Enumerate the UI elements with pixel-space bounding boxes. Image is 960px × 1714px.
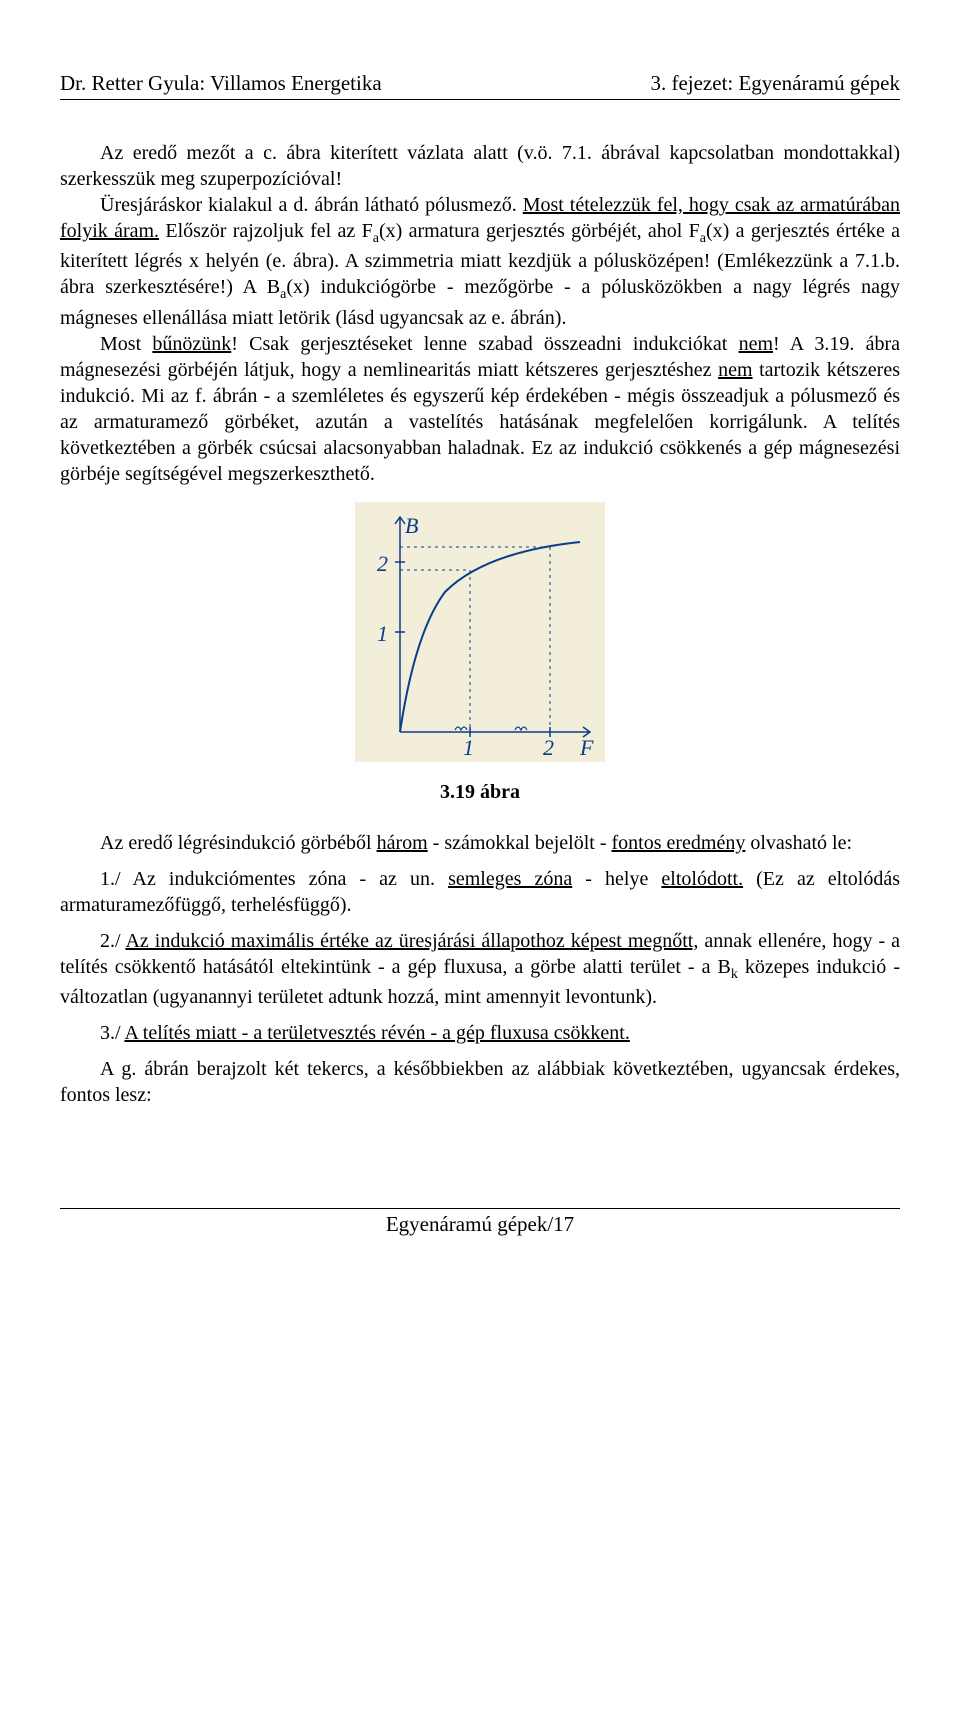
item2-sub: k [731,967,738,982]
item2-u1: Az indukció maximális értéke az üresjárá… [125,930,698,952]
p1-s3b: (x) armatura gerjesztés görbéjét, ahol F [379,220,700,242]
p2-c: olvasható le: [745,832,852,854]
p2-u2: fontos eredmény [612,832,746,854]
p1-s4a: Most [100,333,152,355]
chart-svg [355,502,605,762]
list-item-3: 3./ A telítés miatt - a területvesztés r… [60,1020,900,1046]
page-header: Dr. Retter Gyula: Villamos Energetika 3.… [60,70,900,100]
p2-b: - számokkal bejelölt - [428,832,612,854]
y-tick-2: 2 [377,550,388,579]
list-item-2: 2./ Az indukció maximális értéke az üres… [60,928,900,1010]
p1-underline3: nem [718,359,752,381]
x-tick-2: 2 [543,734,554,763]
p1-underline-bun: bűnözünk [152,333,231,355]
magnetization-curve-chart: B 2 1 1 2 F [355,502,605,762]
p1-s4b: ! Csak gerjesztéseket lenne szabad össze… [231,333,738,355]
p2-a: Az eredő légrésindukció görbéből [100,832,377,854]
item1-u1: semleges zóna [448,868,572,890]
figure-caption: 3.19 ábra [60,779,900,805]
p1-s3a: Először rajzoljuk fel az F [159,220,373,242]
header-left: Dr. Retter Gyula: Villamos Energetika [60,70,382,97]
main-paragraph-1: Az eredő mezőt a c. ábra kiterített vázl… [60,140,900,486]
item1-b: - helye [572,868,661,890]
y-tick-1: 1 [377,620,388,649]
p1-underline2: nem [739,333,773,355]
item1-num: 1./ [100,868,133,890]
main-paragraph-2: Az eredő légrésindukció görbéből három -… [60,830,900,856]
y-axis-label: B [405,512,418,541]
p1-sentence1: Az eredő mezőt a c. ábra kiterített vázl… [60,142,900,190]
p1-sentence2: Üresjáráskor kialakul a d. ábrán látható… [100,194,523,216]
x-tick-1: 1 [463,734,474,763]
x-axis-label: F [580,734,593,763]
item3-num: 3./ [100,1022,124,1044]
item2-num: 2./ [100,930,125,952]
footer-pagenum: Egyenáramú gépek/17 [60,1209,900,1238]
p3-text: A g. ábrán berajzolt két tekercs, a késő… [60,1058,900,1106]
list-item-1: 1./ Az indukciómentes zóna - az un. seml… [60,866,900,918]
main-paragraph-3: A g. ábrán berajzolt két tekercs, a késő… [60,1056,900,1108]
p2-u1: három [377,832,428,854]
header-right: 3. fejezet: Egyenáramú gépek [650,70,900,97]
item3-u1: A telítés miatt - a területvesztés révén… [124,1022,629,1044]
figure-3-19: B 2 1 1 2 F [60,502,900,769]
item1-a: Az indukciómentes zóna - az un. [133,868,449,890]
item1-u2: eltolódott. [661,868,743,890]
